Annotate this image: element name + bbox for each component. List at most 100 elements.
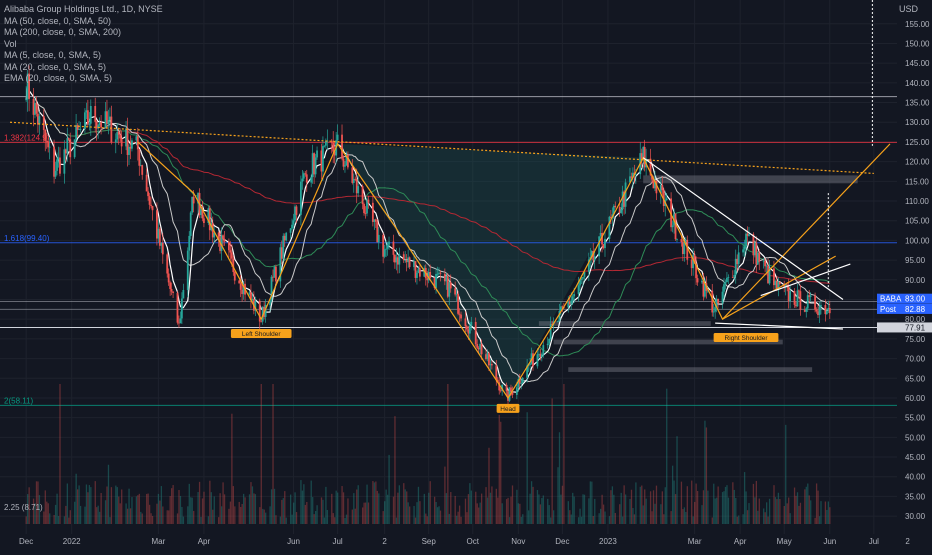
- volume-bar: [680, 481, 683, 524]
- candle-body: [529, 363, 531, 365]
- candle-body: [275, 266, 277, 282]
- candle-body: [443, 273, 446, 282]
- volume-bar: [478, 507, 480, 524]
- volume-bar: [743, 472, 746, 524]
- volume-bar: [649, 491, 652, 524]
- time-tick-label: Dec: [19, 537, 33, 546]
- candle-body: [460, 314, 462, 319]
- candle-body: [467, 329, 470, 334]
- legend-title[interactable]: Alibaba Group Holdings Ltd., 1D, NYSE: [4, 4, 163, 14]
- candle-body: [279, 247, 282, 282]
- candle-body: [126, 128, 129, 155]
- candle-body: [374, 219, 377, 222]
- volume-bar: [620, 492, 622, 524]
- legend-ma5[interactable]: MA (5, close, 0, SMA, 5): [4, 50, 102, 60]
- volume-bar: [561, 485, 564, 524]
- candle-body: [166, 254, 169, 274]
- volume-bar: [661, 491, 663, 524]
- candle-body: [107, 119, 110, 125]
- volume-bar: [758, 498, 760, 524]
- volume-bar: [438, 506, 440, 524]
- last-price-label-value: 83.00: [905, 295, 926, 304]
- volume-bar: [342, 492, 345, 524]
- candle-body: [570, 300, 573, 305]
- volume-bar: [622, 516, 624, 524]
- candle-body: [485, 354, 487, 360]
- zone-box: [643, 175, 858, 184]
- candle-body: [762, 260, 765, 262]
- candle-body: [250, 292, 252, 301]
- candle-body: [108, 116, 111, 120]
- price-axis-bg: [897, 0, 932, 550]
- price-tick-label: 75.00: [905, 335, 926, 344]
- candle-body: [313, 153, 316, 175]
- volume-bar: [156, 503, 158, 524]
- volume-bar: [176, 513, 179, 524]
- candle-body: [345, 154, 348, 166]
- volume-bar: [220, 506, 223, 524]
- candle-body: [537, 353, 540, 355]
- volume-bar: [90, 487, 92, 524]
- volume-bar: [292, 502, 295, 524]
- volume-bars: [25, 384, 831, 524]
- legend-ma200[interactable]: MA (200, close, 0, SMA, 200): [4, 27, 122, 37]
- volume-bar: [312, 497, 314, 524]
- zone-box: [553, 339, 783, 345]
- candle-body: [671, 225, 674, 228]
- candle-body: [479, 344, 482, 350]
- volume-bar: [673, 480, 675, 524]
- candle-body: [136, 136, 139, 150]
- volume-bar: [476, 503, 478, 524]
- volume-bar: [356, 489, 358, 524]
- volume-bar: [37, 481, 39, 524]
- candle-body: [292, 220, 295, 225]
- candle-body: [201, 209, 204, 219]
- legend-ma20[interactable]: MA (20, close, 0, SMA, 5): [4, 61, 107, 72]
- volume-bar: [414, 517, 417, 524]
- volume-bar: [551, 398, 553, 524]
- candle-body: [803, 309, 806, 312]
- candle-body: [176, 292, 179, 323]
- volume-bar: [592, 516, 594, 524]
- legend-ema20[interactable]: EMA (20, close, 0, SMA, 5): [4, 73, 113, 83]
- candle-body: [789, 291, 792, 302]
- time-tick-label: Jun: [823, 537, 836, 546]
- volume-bar: [786, 503, 788, 524]
- candle-body: [310, 177, 313, 183]
- volume-bar: [203, 491, 205, 524]
- volume-bar: [351, 509, 354, 524]
- volume-bar: [685, 511, 687, 524]
- volume-bar: [32, 498, 35, 524]
- volume-bar: [508, 517, 511, 524]
- legend-vol[interactable]: Vol: [4, 38, 17, 49]
- legend-ma50[interactable]: MA (50, close, 0, SMA, 50): [4, 15, 112, 26]
- candle-body: [742, 249, 744, 253]
- candle-body: [624, 182, 627, 207]
- candle-body: [324, 140, 327, 146]
- volume-bar: [538, 494, 540, 524]
- zone-boxes: [538, 175, 858, 372]
- candle-body: [659, 184, 662, 194]
- candle-body: [474, 321, 477, 345]
- candle-body: [45, 140, 48, 142]
- candle-body: [79, 128, 82, 130]
- candle-body: [366, 199, 368, 214]
- candle-body: [264, 304, 267, 317]
- candle-body: [413, 261, 415, 268]
- volume-bar: [104, 500, 107, 524]
- candle-body: [621, 191, 624, 210]
- candle-body: [551, 324, 554, 325]
- volume-bar: [664, 487, 666, 524]
- candle-body: [160, 242, 163, 246]
- price-axis[interactable]: 30.00 35.00 40.00 45.00 50.00 55.00 60.00 65.00…: [877, 0, 932, 550]
- volume-bar: [702, 490, 705, 524]
- volume-bar: [190, 497, 192, 524]
- candle-body: [490, 364, 493, 366]
- time-axis[interactable]: Dec 2022 Mar Apr Jun Jul 2 Sep Oct Nov Dec 2023 Mar A…: [0, 534, 932, 550]
- candle-body: [241, 289, 244, 295]
- volume-bar: [34, 503, 36, 524]
- candle-body: [727, 277, 730, 278]
- volume-bar: [752, 483, 755, 524]
